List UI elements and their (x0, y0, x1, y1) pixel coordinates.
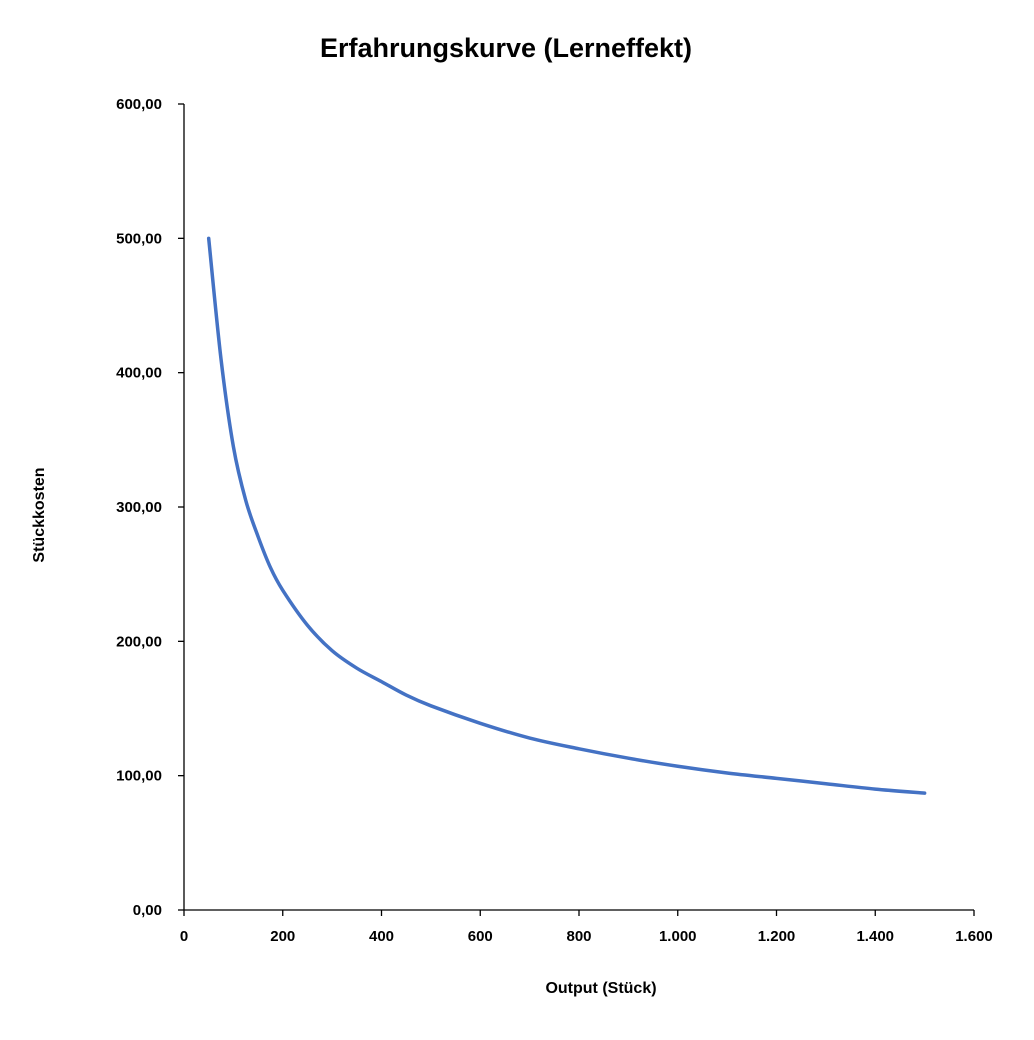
y-tick-label: 600,00 (116, 96, 162, 113)
x-tick-label: 0 (180, 928, 188, 945)
y-tick-label: 400,00 (116, 365, 162, 382)
y-tick-label: 500,00 (116, 230, 162, 247)
chart-title: Erfahrungskurve (Lerneffekt) (320, 33, 692, 63)
y-tick-label: 0,00 (133, 902, 162, 919)
x-tick-label: 200 (270, 928, 295, 945)
series-line (206, 236, 927, 795)
y-tick-label: 300,00 (116, 499, 162, 516)
x-tick-label: 1.000 (659, 928, 697, 945)
x-axis-label: Output (Stück) (545, 980, 656, 997)
x-tick-label: 400 (369, 928, 394, 945)
x-tick-label: 800 (566, 928, 591, 945)
x-tick-label: 1.200 (758, 928, 796, 945)
y-axis-ticks: 0,00 100,00 200,00 300,00 400,00 500,00 600,00 (116, 96, 184, 919)
y-tick-label: 200,00 (116, 633, 162, 650)
x-axis-ticks: 0 200 400 600 800 1.000 1.200 1.400 1.600 (180, 910, 993, 945)
x-tick-label: 1.400 (856, 928, 894, 945)
y-tick-label: 100,00 (116, 768, 162, 785)
series-layer (206, 236, 927, 795)
x-tick-label: 600 (468, 928, 493, 945)
x-tick-label: 1.600 (955, 928, 993, 945)
y-axis-label: Stückkosten (31, 467, 48, 562)
